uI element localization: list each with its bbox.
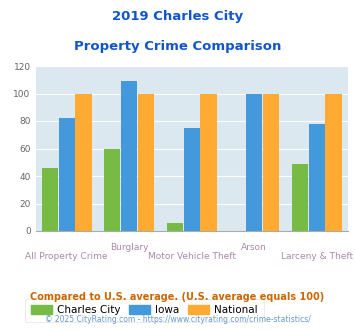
Text: © 2025 CityRating.com - https://www.cityrating.com/crime-statistics/: © 2025 CityRating.com - https://www.city… (45, 315, 310, 324)
Bar (184, 128, 200, 231)
Bar (167, 223, 183, 231)
Text: Compared to U.S. average. (U.S. average equals 100): Compared to U.S. average. (U.S. average … (31, 292, 324, 302)
Text: Burglary: Burglary (110, 244, 148, 252)
Text: Motor Vehicle Theft: Motor Vehicle Theft (148, 251, 236, 261)
Bar (59, 118, 75, 231)
Bar (42, 168, 58, 231)
Text: All Property Crime: All Property Crime (26, 251, 108, 261)
Text: Larceny & Theft: Larceny & Theft (280, 251, 353, 261)
Bar (246, 93, 262, 231)
Bar (292, 164, 308, 231)
Bar (138, 93, 154, 231)
Bar (326, 93, 342, 231)
Text: Property Crime Comparison: Property Crime Comparison (74, 40, 281, 52)
Text: 2019 Charles City: 2019 Charles City (112, 10, 243, 23)
Legend: Charles City, Iowa, National: Charles City, Iowa, National (25, 299, 264, 322)
Text: Arson: Arson (241, 244, 267, 252)
Bar (263, 93, 279, 231)
Bar (201, 93, 217, 231)
Bar (76, 93, 92, 231)
Bar (308, 124, 325, 231)
Bar (121, 81, 137, 231)
Bar (104, 148, 120, 231)
